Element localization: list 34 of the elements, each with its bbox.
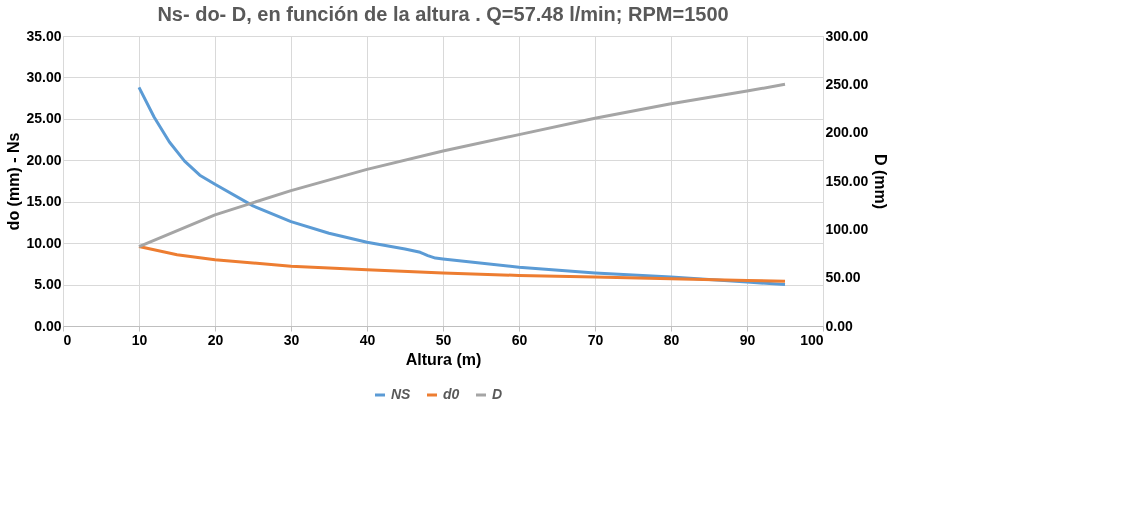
legend-label: NS: [391, 386, 412, 402]
x-tick-label: 60: [511, 331, 528, 348]
y2-tick-label: 100.00: [825, 220, 869, 237]
x-tick-label: 30: [283, 331, 300, 348]
y2-tick-label: 250.00: [825, 75, 869, 92]
y2-tick-label: 50.00: [825, 269, 861, 286]
x-tick-label: 80: [663, 331, 680, 348]
y2-axis-title: D (mm): [872, 153, 890, 210]
x-axis-title: Altura (m): [405, 350, 482, 368]
x-tick-label: 10: [131, 331, 148, 348]
y2-tick-label: 0.00: [825, 317, 853, 334]
y-tick-label: 0.00: [34, 317, 62, 334]
chart-title: Ns- do- D, en función de la altura . Q=57.48 l/min; RPM=1500: [157, 3, 729, 25]
line-series: [137, 82, 787, 249]
x-tick-label: 20: [207, 331, 224, 348]
y-tick-label: 5.00: [34, 276, 62, 293]
x-tick-label: 40: [359, 331, 376, 348]
y-tick-label: 10.00: [26, 234, 62, 251]
y-tick-label: 30.00: [26, 68, 62, 85]
y-tick-label: 15.00: [26, 193, 62, 210]
x-tick-label: 100: [800, 331, 824, 348]
x-tick-label: 90: [739, 331, 756, 348]
legend-label: d0: [443, 386, 460, 402]
x-tick-label: 70: [587, 331, 604, 348]
y2-tick-label: 300.00: [825, 27, 869, 44]
legend-label: D: [492, 386, 503, 402]
y2-tick-label: 150.00: [825, 172, 869, 189]
x-tick-label: 50: [435, 331, 452, 348]
y-axis-title: do (mm) - Ns: [5, 132, 23, 231]
x-tick-label: 0: [63, 331, 72, 348]
y-tick-label: 35.00: [26, 27, 62, 44]
y-tick-label: 25.00: [26, 110, 62, 127]
y-tick-label: 20.00: [26, 151, 62, 168]
y2-tick-label: 200.00: [825, 124, 869, 141]
